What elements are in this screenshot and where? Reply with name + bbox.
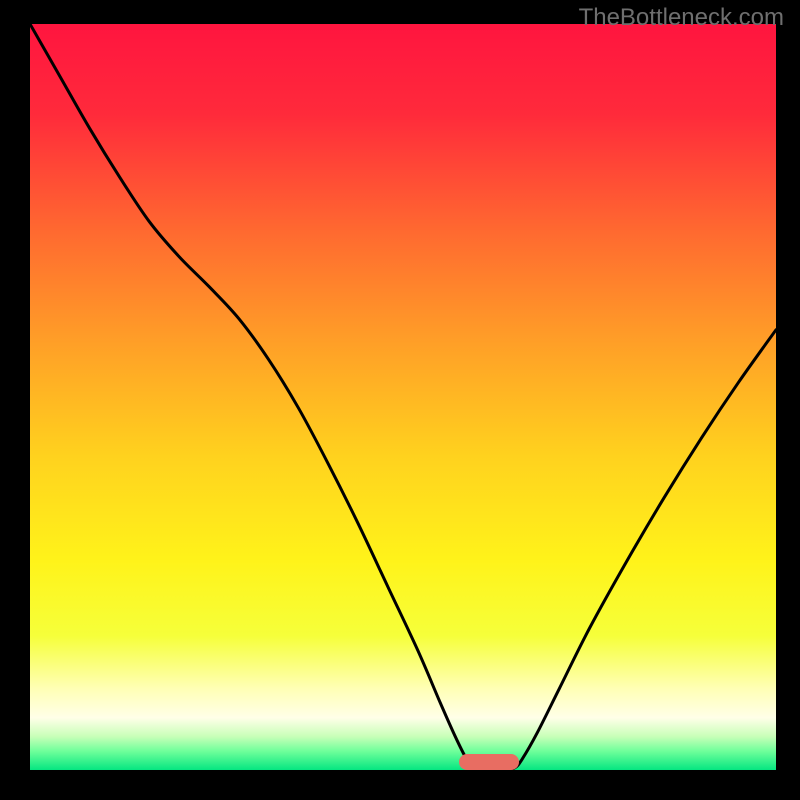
optimal-marker <box>459 754 519 770</box>
bottleneck-curve <box>30 24 776 770</box>
watermark-text: TheBottleneck.com <box>579 4 784 32</box>
plot-area <box>30 24 776 770</box>
